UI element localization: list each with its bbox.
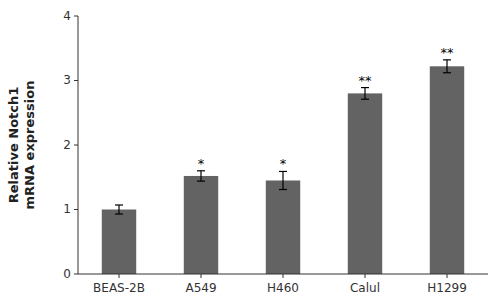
bar [266, 180, 300, 274]
bar [184, 176, 218, 274]
error-bar [279, 171, 287, 189]
error-stem [118, 205, 119, 214]
significance-marker: ** [359, 73, 373, 88]
y-tick [74, 209, 78, 210]
error-stem [446, 60, 447, 73]
y-tick [74, 80, 78, 81]
error-cap [279, 189, 287, 190]
y-tick-label: 4 [63, 9, 71, 23]
y-tick-label: 0 [63, 267, 71, 281]
error-cap [115, 204, 123, 205]
x-tick-label: Calul [350, 281, 380, 295]
x-tick [365, 274, 366, 278]
bar [102, 210, 136, 275]
error-bar [197, 171, 205, 181]
error-bar [115, 205, 123, 214]
y-axis-label-line: mRNA expression [22, 81, 37, 210]
error-bar [443, 60, 451, 73]
chart-svg: ******01234BEAS-2BA549H460CalulH1299Rela… [0, 0, 500, 306]
x-tick [447, 274, 448, 278]
bars [102, 60, 464, 274]
error-stem [200, 171, 201, 181]
error-stem [364, 88, 365, 100]
y-tick [74, 16, 78, 17]
error-cap [197, 181, 205, 182]
significance-marker: * [280, 156, 287, 171]
error-cap [361, 99, 369, 100]
y-axis-label-line: Relative Notch1 [6, 87, 21, 204]
error-cap [115, 213, 123, 214]
chart-container: ******01234BEAS-2BA549H460CalulH1299Rela… [0, 0, 500, 306]
x-tick [119, 274, 120, 278]
significance-marker: ** [441, 45, 455, 60]
y-axis-label: Relative Notch1mRNA expression [6, 81, 37, 210]
y-tick-label: 1 [63, 202, 71, 216]
y-tick [74, 145, 78, 146]
x-tick-label: H1299 [427, 281, 467, 295]
x-tick-label: A549 [185, 281, 216, 295]
significance-marker: * [198, 156, 205, 171]
bar [348, 93, 382, 274]
bar [430, 66, 464, 274]
error-stem [282, 171, 283, 189]
x-tick [283, 274, 284, 278]
y-tick-label: 2 [63, 138, 71, 152]
x-tick-label: H460 [267, 281, 299, 295]
error-bar [361, 88, 369, 100]
x-tick [201, 274, 202, 278]
y-tick-label: 3 [63, 73, 71, 87]
x-tick-label: BEAS-2B [93, 281, 145, 295]
error-cap [443, 72, 451, 73]
y-tick [74, 274, 78, 275]
